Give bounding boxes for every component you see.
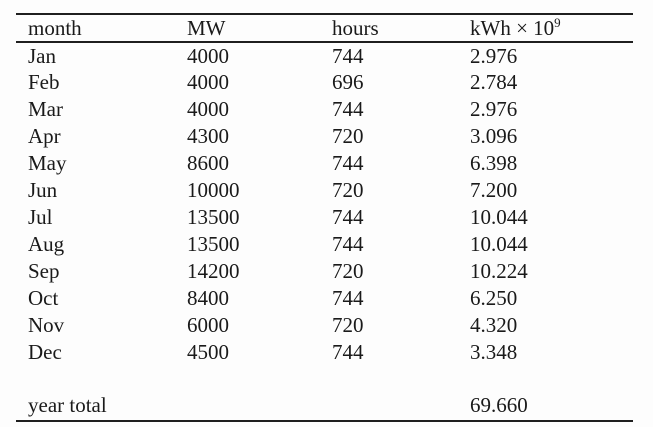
cell-kwh: 2.976 bbox=[470, 43, 518, 68]
cell-mw: 10000 bbox=[187, 178, 240, 202]
cell-kwh: 4.320 bbox=[470, 313, 518, 337]
cell-kwh: 3.096 bbox=[470, 124, 518, 148]
cell-hours: 744 bbox=[332, 151, 364, 175]
column-header-mw: MW bbox=[175, 14, 320, 43]
cell-hours: 696 bbox=[332, 70, 364, 94]
cell-mw: 8400 bbox=[187, 286, 229, 310]
cell-mw: 4000 bbox=[187, 70, 229, 94]
cell-hours: 744 bbox=[332, 97, 364, 121]
kwh-header-base: kWh × 10 bbox=[470, 15, 555, 40]
cell-month: Apr bbox=[28, 124, 61, 148]
cell-kwh: 6.250 bbox=[470, 286, 518, 310]
cell-month: Sep bbox=[28, 259, 60, 283]
cell-kwh: 10.044 bbox=[470, 205, 528, 229]
cell-hours: 744 bbox=[332, 205, 364, 229]
year-total-row: year total 69.660 bbox=[16, 391, 633, 422]
cell-month: Aug bbox=[28, 232, 65, 256]
table-row: Mar 4000 744 2.976 bbox=[16, 96, 633, 123]
cell-hours: 720 bbox=[332, 259, 364, 283]
cell-month: May bbox=[28, 151, 67, 175]
cell-hours: 744 bbox=[332, 286, 364, 310]
cell-hours: 720 bbox=[332, 124, 364, 148]
table-row: Aug 13500 744 10.044 bbox=[16, 231, 633, 258]
table-row: Dec 4500 744 3.348 bbox=[16, 339, 633, 366]
year-total-value: 69.660 bbox=[458, 391, 633, 422]
cell-mw: 4000 bbox=[187, 43, 229, 68]
table-row: Jun 10000 720 7.200 bbox=[16, 177, 633, 204]
cell-kwh: 10.224 bbox=[470, 259, 528, 283]
table-row: Jan 4000 744 2.976 bbox=[16, 42, 633, 69]
table-row: Apr 4300 720 3.096 bbox=[16, 123, 633, 150]
year-total-empty-mw bbox=[175, 391, 320, 422]
monthly-energy-table: month MW hours kWh × 109 Jan 4000 744 2.976… bbox=[16, 13, 633, 422]
column-header-month: month bbox=[16, 14, 175, 43]
cell-month: Mar bbox=[28, 97, 63, 121]
cell-kwh: 6.398 bbox=[470, 151, 518, 175]
cell-kwh: 10.044 bbox=[470, 232, 528, 256]
cell-hours: 744 bbox=[332, 340, 364, 364]
cell-hours: 720 bbox=[332, 178, 364, 202]
cell-hours: 744 bbox=[332, 232, 364, 256]
column-header-kwh: kWh × 109 bbox=[458, 14, 633, 43]
cell-mw: 4300 bbox=[187, 124, 229, 148]
cell-month: Nov bbox=[28, 313, 65, 337]
table-row: Sep 14200 720 10.224 bbox=[16, 258, 633, 285]
table-body: Jan 4000 744 2.976 Feb 4000 696 2.784 Mar 4000 744… bbox=[16, 42, 633, 366]
table-row: Oct 8400 744 6.250 bbox=[16, 285, 633, 312]
cell-month: Jan bbox=[28, 43, 56, 68]
cell-mw: 14200 bbox=[187, 259, 240, 283]
cell-mw: 13500 bbox=[187, 232, 240, 256]
column-header-hours: hours bbox=[320, 14, 458, 43]
cell-month: Oct bbox=[28, 286, 59, 310]
table-row: May 8600 744 6.398 bbox=[16, 150, 633, 177]
cell-kwh: 3.348 bbox=[470, 340, 518, 364]
cell-kwh: 2.976 bbox=[470, 97, 518, 121]
cell-mw: 4000 bbox=[187, 97, 229, 121]
cell-month: Jun bbox=[28, 178, 58, 202]
cell-kwh: 2.784 bbox=[470, 70, 518, 94]
cell-month: Jul bbox=[28, 205, 53, 229]
cell-mw: 8600 bbox=[187, 151, 229, 175]
cell-mw: 6000 bbox=[187, 313, 229, 337]
kwh-header-exponent: 9 bbox=[554, 14, 561, 30]
table-row: Nov 6000 720 4.320 bbox=[16, 312, 633, 339]
year-total-label: year total bbox=[16, 391, 175, 422]
cell-hours: 744 bbox=[332, 43, 364, 68]
spacer-row bbox=[16, 366, 633, 391]
cell-month: Dec bbox=[28, 340, 62, 364]
year-total-empty-hours bbox=[320, 391, 458, 422]
cell-mw: 13500 bbox=[187, 205, 240, 229]
cell-hours: 720 bbox=[332, 313, 364, 337]
header-row: month MW hours kWh × 109 bbox=[16, 14, 633, 43]
table-row: Feb 4000 696 2.784 bbox=[16, 69, 633, 96]
cell-mw: 4500 bbox=[187, 340, 229, 364]
cell-month: Feb bbox=[28, 70, 60, 94]
cell-kwh: 7.200 bbox=[470, 178, 518, 202]
spacer-cell bbox=[16, 366, 633, 391]
table-row: Jul 13500 744 10.044 bbox=[16, 204, 633, 231]
